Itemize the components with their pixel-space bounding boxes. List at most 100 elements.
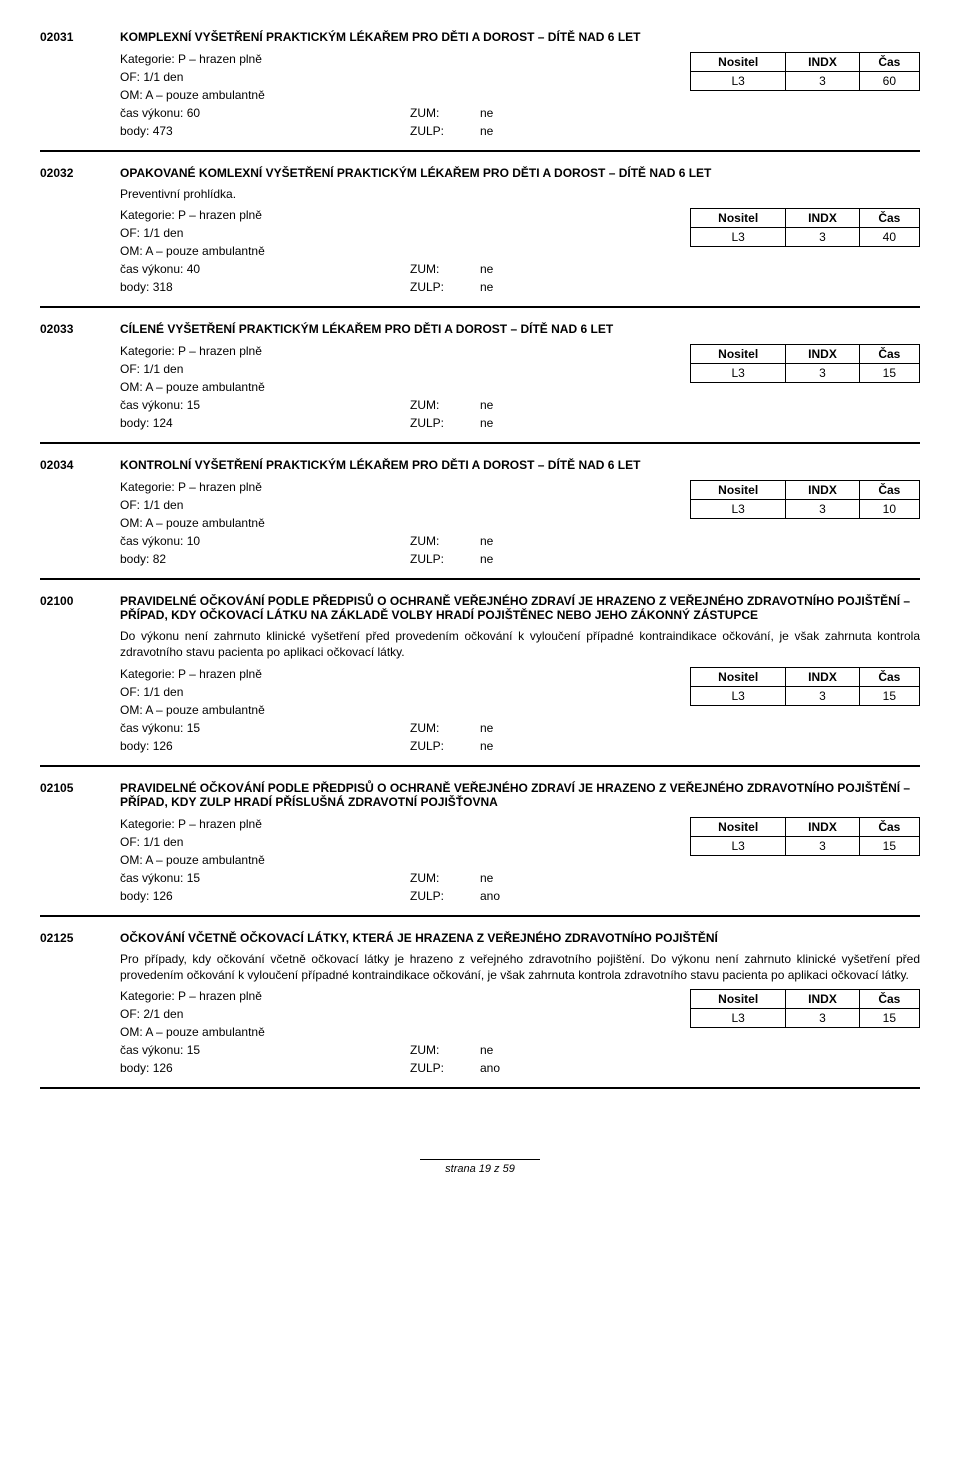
entry-body: Do výkonu není zahrnuto klinické vyšetře… <box>120 628 920 754</box>
om-line: OM: A – pouze ambulantně <box>120 851 676 869</box>
cas-zum-line: čas výkonu: 15ZUM:ne <box>120 869 676 887</box>
nositel-table-cell: L3 <box>691 228 786 247</box>
entry: 02033CÍLENÉ VYŠETŘENÍ PRAKTICKÝM LÉKAŘEM… <box>40 322 920 432</box>
entry: 02031KOMPLEXNÍ VYŠETŘENÍ PRAKTICKÝM LÉKA… <box>40 30 920 140</box>
nositel-table-cell: 40 <box>859 228 919 247</box>
nositel-table-header: Čas <box>859 53 919 72</box>
divider <box>40 1087 920 1089</box>
entry-code: 02034 <box>40 458 120 472</box>
body-zulp-line-left: body: 473 <box>120 122 410 140</box>
entry: 02125OČKOVÁNÍ VČETNĚ OČKOVACÍ LÁTKY, KTE… <box>40 931 920 1077</box>
body-zulp-line: body: 473ZULP:ne <box>120 122 676 140</box>
cas-zum-line-right: ne <box>480 719 493 737</box>
nositel-table-header: Čas <box>859 345 919 364</box>
cas-zum-line: čas výkonu: 10ZUM:ne <box>120 532 676 550</box>
body-zulp-line: body: 126ZULP:ano <box>120 1059 676 1077</box>
om-line: OM: A – pouze ambulantně <box>120 701 676 719</box>
nositel-table-header: Nositel <box>691 989 786 1008</box>
nositel-table-cell: L3 <box>691 686 786 705</box>
of-line: OF: 1/1 den <box>120 68 676 86</box>
entry-body: Preventivní prohlídka.Kategorie: P – hra… <box>120 186 920 296</box>
divider <box>40 578 920 580</box>
kategorie-line: Kategorie: P – hrazen plně <box>120 50 676 68</box>
divider <box>40 442 920 444</box>
entry: 02105PRAVIDELNÉ OČKOVÁNÍ PODLE PŘEDPISŮ … <box>40 781 920 905</box>
cas-zum-line-mid: ZUM: <box>410 260 480 278</box>
entry-body: Kategorie: P – hrazen plněOF: 1/1 denOM:… <box>120 815 920 905</box>
body-zulp-line-right: ne <box>480 122 493 140</box>
entry-body: Kategorie: P – hrazen plněOF: 1/1 denOM:… <box>120 478 920 568</box>
nositel-table-header: INDX <box>786 667 859 686</box>
nositel-table-cell: 3 <box>786 228 859 247</box>
of-line: OF: 2/1 den <box>120 1005 676 1023</box>
entry-heading: 02034KONTROLNÍ VYŠETŘENÍ PRAKTICKÝM LÉKA… <box>40 458 920 472</box>
body-zulp-line-right: ano <box>480 887 500 905</box>
nositel-table-header: INDX <box>786 209 859 228</box>
cas-zum-line-right: ne <box>480 104 493 122</box>
body-zulp-line-right: ne <box>480 550 493 568</box>
nositel-table-cell: L3 <box>691 500 786 519</box>
entry-details-left: Kategorie: P – hrazen plněOF: 1/1 denOM:… <box>120 478 676 568</box>
cas-zum-line-right: ne <box>480 260 493 278</box>
entry-details: Kategorie: P – hrazen plněOF: 1/1 denOM:… <box>120 50 920 140</box>
entry-code: 02105 <box>40 781 120 795</box>
nositel-table-header: INDX <box>786 53 859 72</box>
body-zulp-line-left: body: 126 <box>120 887 410 905</box>
entry-code: 02032 <box>40 166 120 180</box>
body-zulp-line-left: body: 124 <box>120 414 410 432</box>
om-line: OM: A – pouze ambulantně <box>120 514 676 532</box>
entry-details-left: Kategorie: P – hrazen plněOF: 2/1 denOM:… <box>120 987 676 1077</box>
body-zulp-line-right: ne <box>480 278 493 296</box>
entry-description: Do výkonu není zahrnuto klinické vyšetře… <box>120 628 920 660</box>
entry-details: Kategorie: P – hrazen plněOF: 1/1 denOM:… <box>120 342 920 432</box>
cas-zum-line-mid: ZUM: <box>410 104 480 122</box>
nositel-table-header: INDX <box>786 817 859 836</box>
entry-description: Preventivní prohlídka. <box>120 186 920 202</box>
nositel-table-header: INDX <box>786 989 859 1008</box>
entry-details: Kategorie: P – hrazen plněOF: 1/1 denOM:… <box>120 665 920 755</box>
nositel-table-header: Čas <box>859 667 919 686</box>
entry-details: Kategorie: P – hrazen plněOF: 1/1 denOM:… <box>120 815 920 905</box>
kategorie-line: Kategorie: P – hrazen plně <box>120 342 676 360</box>
nositel-table-header: Nositel <box>691 53 786 72</box>
entry-details: Kategorie: P – hrazen plněOF: 2/1 denOM:… <box>120 987 920 1077</box>
body-zulp-line-right: ne <box>480 414 493 432</box>
nositel-table: NositelINDXČasL3340 <box>690 208 920 247</box>
nositel-table-header: Čas <box>859 989 919 1008</box>
entry-title: CÍLENÉ VYŠETŘENÍ PRAKTICKÝM LÉKAŘEM PRO … <box>120 322 920 336</box>
entry-details-left: Kategorie: P – hrazen plněOF: 1/1 denOM:… <box>120 342 676 432</box>
of-line: OF: 1/1 den <box>120 224 676 242</box>
nositel-table: NositelINDXČasL3315 <box>690 344 920 383</box>
nositel-table-cell: 3 <box>786 686 859 705</box>
divider <box>40 306 920 308</box>
entry: 02032OPAKOVANÉ KOMLEXNÍ VYŠETŘENÍ PRAKTI… <box>40 166 920 296</box>
body-zulp-line-mid: ZULP: <box>410 737 480 755</box>
entry-heading: 02031KOMPLEXNÍ VYŠETŘENÍ PRAKTICKÝM LÉKA… <box>40 30 920 44</box>
entry-description: Pro případy, kdy očkování včetně očkovac… <box>120 951 920 983</box>
entry: 02034KONTROLNÍ VYŠETŘENÍ PRAKTICKÝM LÉKA… <box>40 458 920 568</box>
entry-body: Kategorie: P – hrazen plněOF: 1/1 denOM:… <box>120 342 920 432</box>
nositel-table-cell: 3 <box>786 500 859 519</box>
nositel-table-cell: 3 <box>786 836 859 855</box>
page-footer: strana 19 z 59 <box>420 1159 540 1175</box>
nositel-table-cell: 15 <box>859 836 919 855</box>
nositel-table: NositelINDXČasL3315 <box>690 989 920 1028</box>
kategorie-line: Kategorie: P – hrazen plně <box>120 665 676 683</box>
body-zulp-line-right: ano <box>480 1059 500 1077</box>
cas-zum-line: čas výkonu: 60ZUM:ne <box>120 104 676 122</box>
nositel-table-header: INDX <box>786 345 859 364</box>
nositel-table-cell: L3 <box>691 72 786 91</box>
body-zulp-line: body: 126ZULP:ano <box>120 887 676 905</box>
entry-code: 02031 <box>40 30 120 44</box>
cas-zum-line-right: ne <box>480 1041 493 1059</box>
cas-zum-line-right: ne <box>480 869 493 887</box>
cas-zum-line-left: čas výkonu: 15 <box>120 719 410 737</box>
cas-zum-line: čas výkonu: 15ZUM:ne <box>120 719 676 737</box>
body-zulp-line-mid: ZULP: <box>410 550 480 568</box>
entry-body: Pro případy, kdy očkování včetně očkovac… <box>120 951 920 1077</box>
divider <box>40 150 920 152</box>
om-line: OM: A – pouze ambulantně <box>120 86 676 104</box>
cas-zum-line-mid: ZUM: <box>410 719 480 737</box>
nositel-table: NositelINDXČasL3360 <box>690 52 920 91</box>
entry-title: KONTROLNÍ VYŠETŘENÍ PRAKTICKÝM LÉKAŘEM P… <box>120 458 920 472</box>
